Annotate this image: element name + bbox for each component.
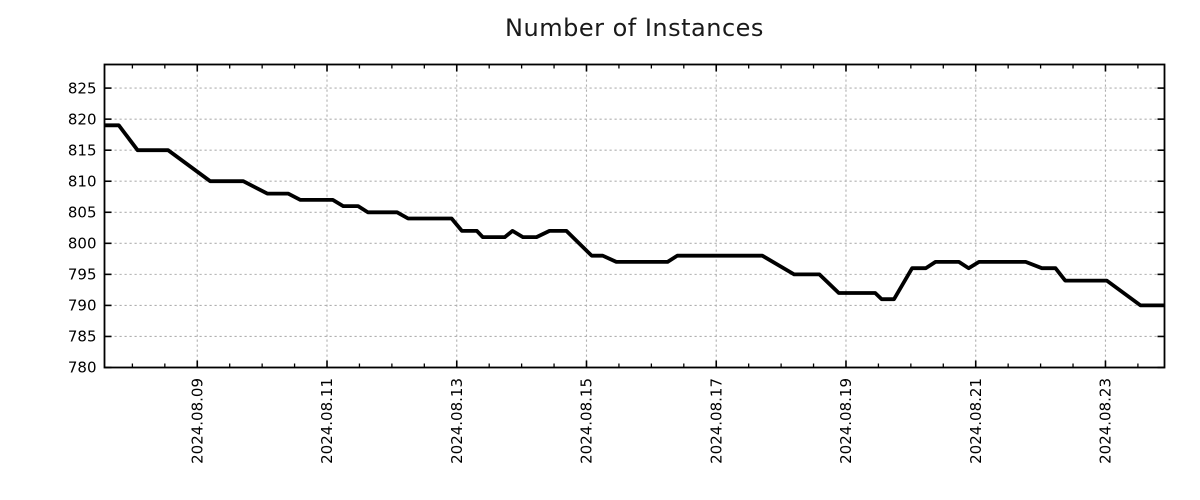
x-tick-label: 2024.08.09: [188, 378, 206, 464]
y-tick-label: 805: [68, 203, 97, 221]
y-tick-label: 800: [68, 235, 97, 253]
x-tick-label: 2024.08.15: [578, 378, 596, 464]
x-tick-label: 2024.08.17: [707, 378, 725, 464]
x-tick-label: 2024.08.13: [448, 378, 466, 464]
y-tick-label: 785: [68, 328, 97, 346]
y-tick-label: 815: [68, 141, 97, 159]
x-tick-label: 2024.08.11: [318, 378, 336, 464]
chart-title: Number of Instances: [505, 14, 764, 42]
y-tick-label: 795: [68, 266, 97, 284]
data-line: [104, 123, 1165, 308]
plot-border: [103, 63, 1166, 369]
y-tick-label: 790: [68, 297, 97, 315]
y-tick-label: 780: [68, 359, 97, 377]
x-tick-label: 2024.08.21: [967, 378, 985, 464]
y-tick-label: 820: [68, 110, 97, 128]
y-tick-label: 825: [68, 79, 97, 97]
x-tick-label: 2024.08.19: [837, 378, 855, 464]
x-tick-label: 2024.08.23: [1097, 378, 1115, 464]
y-tick-label: 810: [68, 172, 97, 190]
